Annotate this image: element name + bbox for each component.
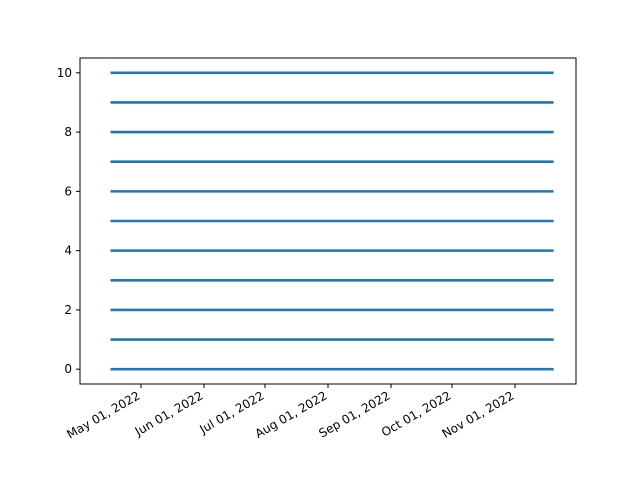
- plot-frame: [79, 57, 577, 385]
- series-layer: [110, 71, 554, 371]
- x-tick-label: May 01, 2022: [64, 388, 142, 441]
- y-tick-label: 8: [64, 125, 72, 139]
- x-tick-label: Nov 01, 2022: [440, 388, 517, 440]
- y-tick-label: 10: [57, 66, 72, 80]
- y-tick-label: 0: [64, 362, 72, 376]
- y-tick-label: 6: [64, 184, 72, 198]
- y-tick-label: 4: [64, 244, 72, 258]
- x-tick-label: Jun 01, 2022: [132, 388, 206, 439]
- y-axis: 0 2 4 6 8 10: [57, 66, 80, 376]
- y-tick-label: 2: [64, 303, 72, 317]
